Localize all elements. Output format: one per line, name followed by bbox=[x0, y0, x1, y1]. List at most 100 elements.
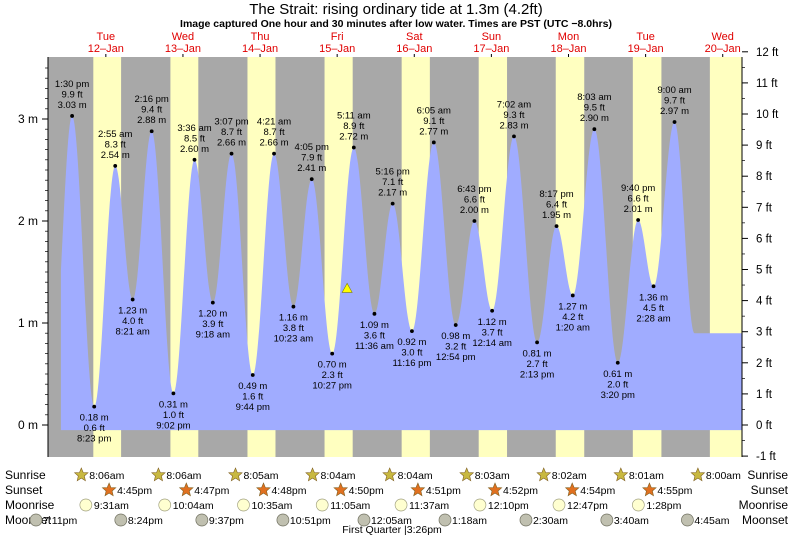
low-tide-time: 8:23 pm bbox=[77, 434, 111, 445]
low-tide-ft: 3.7 ft bbox=[482, 327, 503, 338]
moonset-time: 3:40am bbox=[614, 515, 649, 527]
tide-extreme-point bbox=[554, 224, 559, 229]
sunrise-icon bbox=[151, 467, 166, 482]
high-tide-m: 2.88 m bbox=[137, 115, 166, 126]
low-tide-time: 11:36 am bbox=[355, 341, 394, 352]
low-tide-m: 1.36 m bbox=[639, 292, 668, 303]
moonrise-time: 1:28pm bbox=[646, 500, 681, 512]
chart-header: The Strait: rising ordinary tide at 1.3m… bbox=[88, 1, 741, 57]
sunrise-icon bbox=[305, 467, 320, 482]
tide-extreme-point bbox=[672, 120, 677, 124]
tide-extreme-point bbox=[210, 300, 215, 305]
tide-extreme-point bbox=[229, 151, 234, 156]
sunrise-time: 8:06am bbox=[166, 470, 201, 482]
left-axis-label: 3 m bbox=[18, 112, 38, 126]
day-date: 12–Jan bbox=[88, 43, 124, 55]
low-tide-m: 1.27 m bbox=[558, 301, 587, 312]
low-tide-ft: 1.6 ft bbox=[242, 392, 263, 403]
moonrise-icon bbox=[394, 498, 408, 512]
low-tide-m: 1.16 m bbox=[279, 313, 308, 324]
high-tide-m: 2.41 m bbox=[297, 163, 326, 174]
low-tide-m: 1.20 m bbox=[198, 309, 227, 320]
sunset-time: 4:51pm bbox=[426, 485, 461, 497]
high-tide-ft: 6.4 ft bbox=[546, 200, 567, 211]
moonset-icon bbox=[276, 513, 290, 527]
tide-extreme-point bbox=[272, 151, 276, 156]
tide-extreme-point bbox=[291, 304, 296, 309]
low-tide-time: 10:27 pm bbox=[312, 381, 352, 392]
moonrise-icon bbox=[158, 498, 172, 512]
sunrise-time: 8:02am bbox=[552, 470, 587, 482]
high-tide-m: 1.95 m bbox=[542, 210, 571, 221]
chart-title: The Strait: rising ordinary tide at 1.3m… bbox=[249, 1, 542, 18]
sunset-icon bbox=[410, 482, 426, 497]
day-name: Thu bbox=[251, 31, 270, 43]
tide-extreme-point bbox=[490, 308, 495, 313]
moonset-time: 2:30am bbox=[533, 515, 568, 527]
low-tide-ft: 2.3 ft bbox=[322, 370, 343, 381]
day-name: Tue bbox=[97, 31, 116, 43]
sunset-icon bbox=[642, 482, 657, 497]
tide-extreme-point bbox=[330, 351, 335, 356]
low-tide-time: 1:20 am bbox=[556, 322, 590, 333]
high-tide-m: 2.00 m bbox=[460, 205, 489, 216]
high-tide-m: 2.77 m bbox=[419, 126, 448, 137]
low-tide-m: 0.70 m bbox=[318, 360, 347, 371]
tide-extreme-point bbox=[431, 140, 436, 145]
low-tide-ft: 3.6 ft bbox=[364, 330, 385, 341]
extreme-labels: 1:30 pm9.9 ft3.03 m 0.18 m0.6 ft8:23 pm 2:… bbox=[55, 79, 692, 445]
left-axis-label: 2 m bbox=[18, 214, 38, 228]
high-tide-time: 9:00 am bbox=[657, 85, 691, 96]
right-axis-label: -1 ft bbox=[756, 451, 777, 463]
sunrise-icon bbox=[228, 467, 243, 482]
high-tide-m: 2.01 m bbox=[624, 204, 653, 215]
high-tide-m: 2.72 m bbox=[339, 132, 368, 143]
high-tide-time: 5:11 am bbox=[337, 111, 371, 122]
right-axis-label: 7 ft bbox=[756, 202, 773, 214]
low-tide-ft: 3.9 ft bbox=[202, 319, 223, 330]
row-label-right-moonset: Moonset bbox=[742, 513, 789, 527]
tide-extreme-point bbox=[372, 311, 377, 316]
sunset-time: 4:47pm bbox=[194, 485, 229, 497]
right-axis-label: 11 ft bbox=[756, 78, 778, 90]
sunset-icon bbox=[178, 482, 194, 497]
high-tide-ft: 8.3 ft bbox=[105, 139, 126, 150]
high-tide-time: 8:03 am bbox=[577, 92, 611, 103]
sunrise-icon bbox=[536, 467, 552, 482]
sunset-icon bbox=[333, 482, 349, 497]
current-tide-marker bbox=[341, 282, 353, 293]
day-date: 14–Jan bbox=[242, 43, 278, 55]
low-tide-m: 0.81 m bbox=[523, 348, 552, 359]
high-tide-m: 2.60 m bbox=[180, 144, 209, 155]
sunset-icon bbox=[256, 482, 271, 497]
tide-extreme-point bbox=[592, 127, 597, 132]
moonset-time: 8:24pm bbox=[128, 515, 163, 527]
high-tide-ft: 9.5 ft bbox=[584, 103, 605, 114]
tide-area bbox=[60, 115, 742, 431]
moonrise-time: 10:35am bbox=[251, 500, 292, 512]
tide-extreme-point bbox=[570, 293, 575, 298]
low-tide-ft: 2.7 ft bbox=[527, 359, 548, 370]
low-tide-time: 12:54 pm bbox=[436, 352, 476, 363]
high-tide-time: 2:16 pm bbox=[135, 94, 169, 105]
row-label-left-sunrise: Sunrise bbox=[5, 468, 46, 482]
right-axis-label: 1 ft bbox=[756, 389, 773, 401]
sunrise-time: 8:06am bbox=[89, 470, 124, 482]
high-tide-ft: 9.1 ft bbox=[423, 116, 444, 127]
row-label-right-moonrise: Moonrise bbox=[739, 498, 789, 512]
tide-extreme-point bbox=[171, 391, 176, 396]
sunrise-time: 8:00am bbox=[706, 470, 741, 482]
low-tide-time: 3:20 pm bbox=[601, 390, 635, 401]
row-label-right-sunset: Sunset bbox=[751, 483, 789, 497]
low-tide-ft: 0.6 ft bbox=[84, 423, 105, 434]
moon-phase-label: First Quarter |3:26pm bbox=[342, 524, 442, 536]
high-tide-time: 5:16 pm bbox=[375, 167, 409, 178]
sunrise-icon bbox=[382, 467, 398, 482]
low-tide-ft: 3.2 ft bbox=[445, 342, 466, 353]
sunrise-time: 8:01am bbox=[629, 470, 664, 482]
high-tide-m: 2.66 m bbox=[260, 138, 289, 149]
sunrise-icon bbox=[690, 467, 706, 482]
moonset-icon bbox=[114, 513, 128, 527]
high-tide-ft: 8.5 ft bbox=[184, 133, 205, 144]
moonrise-icon bbox=[315, 498, 329, 512]
